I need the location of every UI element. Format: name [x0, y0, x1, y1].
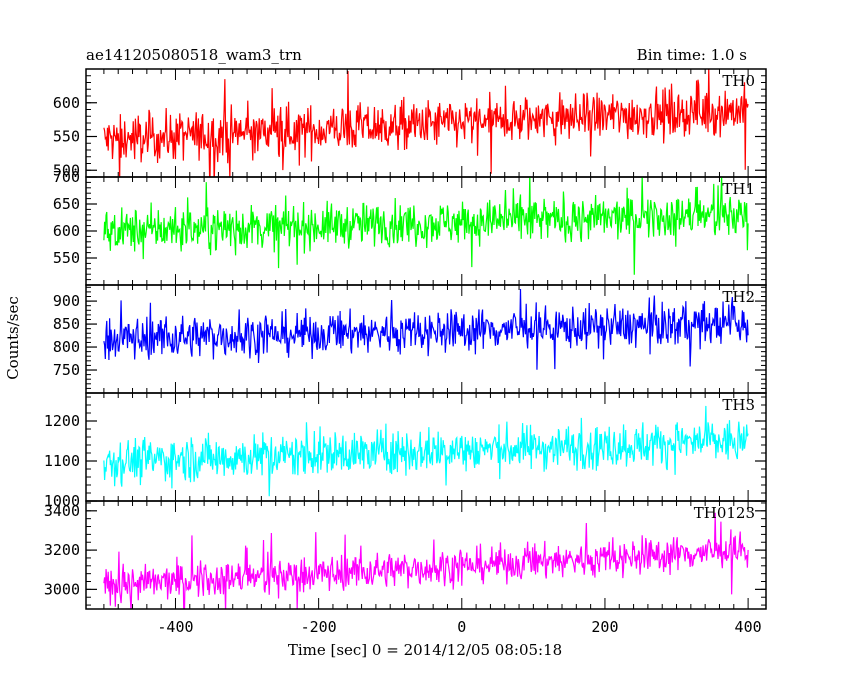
x-tick-label: 0	[457, 618, 466, 636]
x-tick-label: -200	[301, 618, 337, 636]
y-tick-label: 650	[53, 195, 80, 213]
panel-th2: TH2 750 800 850 900	[53, 284, 767, 394]
panel-th1: TH1 550 600 650 700	[53, 168, 767, 286]
plot-title: ae141205080518_wam3_trn	[86, 46, 302, 64]
series-line-th3	[103, 405, 749, 497]
y-tick-label: 550	[53, 249, 80, 267]
panel-th3: TH3 1000 1100 1200	[44, 392, 767, 510]
x-tick-label: 400	[735, 618, 762, 636]
x-axis-label: Time [sec] 0 = 2014/12/05 08:05:18	[288, 641, 562, 659]
y-tick-label: 850	[53, 315, 80, 333]
panel-name-label: TH0123	[694, 504, 755, 522]
y-axis-label: Counts/sec	[4, 296, 22, 380]
y-tick-label: 800	[53, 338, 80, 356]
y-tick-label: 600	[53, 94, 80, 112]
series-line-th0123	[103, 512, 749, 609]
y-tick-label: 3000	[44, 580, 80, 598]
x-axis: -400 -200 0 200 400	[157, 618, 761, 636]
panel-th0123: TH0123 3000 3200 3400	[44, 500, 767, 610]
panel-name-label: TH3	[722, 396, 755, 414]
series-line-th0	[103, 69, 749, 177]
panel-stack: TH0 500 550 600 TH1 550 600 650 700 TH2 750 800 850 9…	[44, 68, 767, 610]
y-tick-label: 3400	[44, 502, 80, 520]
panel-name-label: TH1	[722, 180, 755, 198]
y-tick-label: 550	[53, 128, 80, 146]
y-tick-label: 1100	[44, 452, 80, 470]
x-tick-label: 200	[591, 618, 618, 636]
series-line-th2	[103, 289, 749, 370]
panel-frame	[85, 500, 767, 610]
y-tick-label: 500	[53, 161, 80, 179]
y-tick-label: 600	[53, 222, 80, 240]
panel-name-label: TH2	[722, 288, 755, 306]
bin-time-label: Bin time: 1.0 s	[637, 46, 747, 64]
y-tick-label: 1000	[44, 492, 80, 510]
y-tick-label: 1200	[44, 412, 80, 430]
panel-frame	[85, 284, 767, 394]
panel-th0: TH0 500 550 600	[53, 68, 767, 179]
y-tick-label: 3200	[44, 541, 80, 559]
y-tick-label: 750	[53, 361, 80, 379]
x-tick-label: -400	[157, 618, 193, 636]
y-tick-label: 900	[53, 292, 80, 310]
panel-name-label: TH0	[722, 72, 755, 90]
y-tick-label: 700	[53, 168, 80, 186]
series-line-th1	[103, 177, 749, 275]
